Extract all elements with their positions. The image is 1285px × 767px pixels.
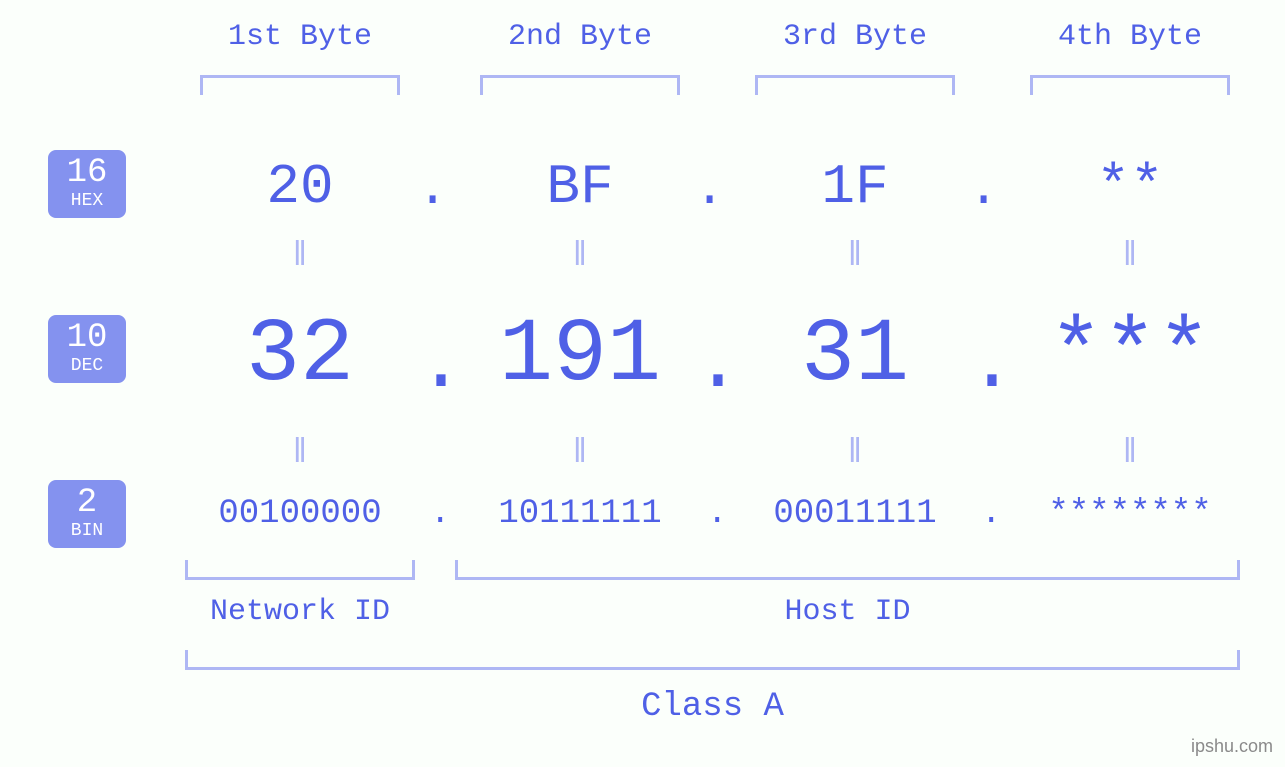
dot-separator: .	[968, 160, 999, 219]
network-id-bracket	[185, 560, 415, 580]
dot-separator: .	[694, 320, 742, 411]
byte-label: 1st Byte	[170, 20, 430, 54]
watermark: ipshu.com	[1191, 736, 1273, 757]
equals-mark: ǁ	[170, 435, 430, 473]
byte-label: 4th Byte	[1000, 20, 1260, 54]
dec-value: ***	[1000, 305, 1260, 407]
equals-mark: ǁ	[450, 238, 710, 276]
byte-bracket	[755, 75, 955, 95]
equals-mark: ǁ	[170, 238, 430, 276]
equals-mark: ǁ	[1000, 435, 1260, 473]
base-abbr: HEX	[48, 192, 126, 210]
equals-mark: ǁ	[725, 435, 985, 473]
dot-separator: .	[968, 320, 1016, 411]
byte-label: 2nd Byte	[450, 20, 710, 54]
equals-mark: ǁ	[725, 238, 985, 276]
dot-separator: .	[694, 160, 725, 219]
dot-separator: .	[417, 160, 448, 219]
ip-bytes-diagram: 16 HEX 10 DEC 2 BIN 1st Byte 20 ǁ 32 ǁ 0…	[0, 0, 1285, 767]
dec-value: 191	[450, 305, 710, 407]
dot-separator: .	[707, 495, 727, 533]
host-id-bracket	[455, 560, 1240, 580]
dot-separator: .	[417, 320, 465, 411]
base-badge-dec: 10 DEC	[48, 315, 126, 383]
base-abbr: BIN	[48, 522, 126, 540]
equals-mark: ǁ	[1000, 238, 1260, 276]
bin-value: 10111111	[450, 495, 710, 533]
bin-value: ********	[1000, 495, 1260, 533]
base-abbr: DEC	[48, 357, 126, 375]
hex-value: 1F	[725, 155, 985, 219]
dec-value: 31	[725, 305, 985, 407]
hex-value: **	[1000, 155, 1260, 219]
byte-bracket	[1030, 75, 1230, 95]
bin-value: 00011111	[725, 495, 985, 533]
network-id-label: Network ID	[185, 595, 415, 629]
class-bracket	[185, 650, 1240, 670]
hex-value: BF	[450, 155, 710, 219]
equals-mark: ǁ	[450, 435, 710, 473]
base-number: 10	[48, 321, 126, 355]
dot-separator: .	[981, 495, 1001, 533]
byte-bracket	[200, 75, 400, 95]
byte-label: 3rd Byte	[725, 20, 985, 54]
base-number: 2	[48, 486, 126, 520]
base-badge-bin: 2 BIN	[48, 480, 126, 548]
hex-value: 20	[170, 155, 430, 219]
class-label: Class A	[185, 688, 1240, 726]
host-id-label: Host ID	[455, 595, 1240, 629]
base-number: 16	[48, 156, 126, 190]
base-badge-hex: 16 HEX	[48, 150, 126, 218]
byte-bracket	[480, 75, 680, 95]
bin-value: 00100000	[170, 495, 430, 533]
dec-value: 32	[170, 305, 430, 407]
dot-separator: .	[430, 495, 450, 533]
